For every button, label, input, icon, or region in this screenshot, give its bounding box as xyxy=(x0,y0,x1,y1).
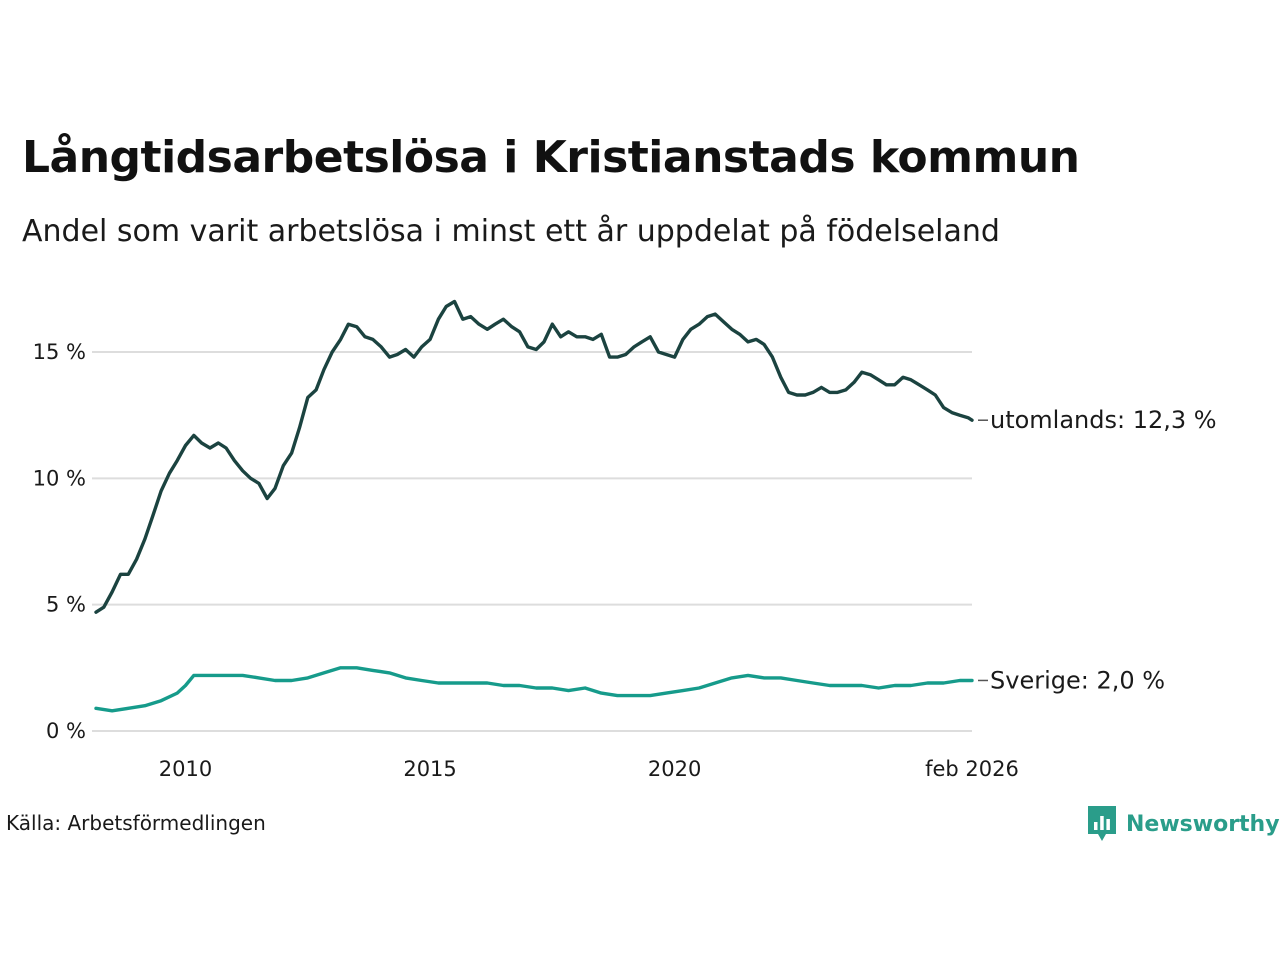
series-lines xyxy=(94,299,974,713)
series-line-sverige xyxy=(94,666,974,713)
series-end-labels: utomlands: 12,3 % Sverige: 2,0 % xyxy=(978,406,1217,694)
chart-title: Långtidsarbetslösa i Kristianstads kommu… xyxy=(22,132,1080,183)
source-credit: Källa: Arbetsförmedlingen xyxy=(6,811,266,835)
y-tick-label: 5 % xyxy=(46,593,86,617)
x-tick-label: 2015 xyxy=(403,757,456,781)
grid-lines xyxy=(92,351,972,732)
y-axis-ticks: 0 % 5 % 10 % 15 % xyxy=(33,340,86,743)
x-tick-label: 2020 xyxy=(648,757,701,781)
x-axis-ticks: 2010 2015 2020 feb 2026 xyxy=(159,757,1019,781)
series-end-label-utomlands: utomlands: 12,3 % xyxy=(990,406,1217,434)
y-tick-label: 15 % xyxy=(33,340,86,364)
series-line-utomlands xyxy=(94,299,974,614)
brand-logo[interactable]: Newsworthy xyxy=(1088,804,1280,844)
x-tick-label: feb 2026 xyxy=(925,757,1019,781)
chart-subtitle: Andel som varit arbetslösa i minst ett å… xyxy=(22,214,1000,249)
brand-name: Newsworthy xyxy=(1126,811,1280,837)
y-tick-label: 10 % xyxy=(33,466,86,490)
y-tick-label: 0 % xyxy=(46,719,86,743)
newsworthy-logo-icon xyxy=(1088,806,1116,841)
x-tick-label: 2010 xyxy=(159,757,212,781)
series-end-label-sverige: Sverige: 2,0 % xyxy=(990,666,1165,694)
